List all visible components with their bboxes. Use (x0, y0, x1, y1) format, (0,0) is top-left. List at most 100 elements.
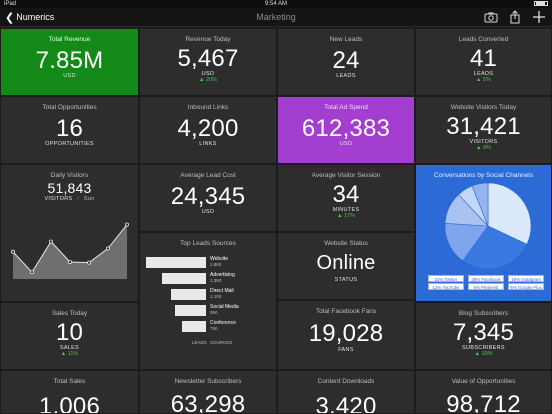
tile-title: New Leads (329, 36, 363, 43)
social-channels-pie-chart (444, 182, 532, 270)
funnel-label: Social Media 950 (210, 304, 239, 316)
navigation-bar: ❮ Numerics Marketing (0, 8, 552, 27)
tile-value: 31,421 (446, 113, 521, 140)
tile-title: Newsletter Subscribers (174, 378, 242, 385)
tile-change: ▲ 9% (476, 145, 491, 151)
clock: 9:54 AM (264, 1, 287, 7)
tile-unit: MINUTES (332, 207, 360, 213)
tile-title: Total Sales (53, 378, 86, 385)
tile-newsletter-subscribers[interactable]: Newsletter Subscribers 63,298 (139, 370, 277, 414)
tile-revenue-today[interactable]: Revenue Today 5,467 USD ▲ 20% (139, 28, 277, 96)
area-point (29, 270, 34, 275)
tile-title: Total Opportunities (42, 104, 97, 111)
tile-total-opportunities[interactable]: Total Opportunities 16 OPPORTUNITIES (0, 96, 139, 164)
status-bar: iPad 9:54 AM (0, 0, 552, 8)
dashboard-grid: Total Revenue 7.85M USD Revenue Today 5,… (0, 28, 552, 414)
funnel-bar (175, 305, 206, 316)
pie-legend-item: 6% Google Plus (508, 283, 544, 290)
tile-total-facebook-fans[interactable]: Total Facebook Fans 19,028 FANS (277, 300, 415, 370)
tile-value: 4,200 (177, 115, 239, 142)
tile-title: Average Visitor Session (311, 172, 381, 179)
tile-title: Content Downloads (317, 378, 375, 385)
funnel-source-value: 1,860 (210, 262, 222, 267)
pie-legend-item: 12% YouTube (428, 283, 464, 290)
tile-total-sales[interactable]: Total Sales 1,006 (0, 370, 139, 414)
chevron-left-icon: ❮ (5, 12, 15, 24)
tile-value: 1,006 (38, 393, 101, 414)
tile-value: 24 (332, 47, 360, 74)
tile-social-channels[interactable]: Conversations by Social Channels 32% Twi… (415, 164, 552, 302)
funnel-label: Conference 750 (210, 320, 236, 332)
area-point (106, 246, 111, 251)
tile-change: ▲ 11% (60, 351, 79, 357)
tile-unit: OPPORTUNITIES (45, 141, 94, 147)
funnel-bar (170, 289, 206, 300)
tile-value: 19,028 (308, 320, 384, 347)
pie-slice (462, 225, 528, 270)
tile-title: Average Lead Cost (180, 172, 236, 179)
tile-day: Sun (83, 196, 95, 202)
tile-value: Online (316, 252, 376, 274)
funnel-source-name: Direct Mail (210, 288, 234, 294)
tile-content-downloads[interactable]: Content Downloads 3,420 (277, 370, 415, 414)
funnel-source-value: 750 (210, 326, 218, 331)
tile-value: 612,383 (301, 115, 391, 142)
share-icon[interactable] (508, 10, 522, 24)
tile-blog-subscribers[interactable]: Blog Subscribers 7,345 SUBSCRIBERS ▲ 10% (415, 302, 552, 370)
tile-website-visitors-today[interactable]: Website Visitors Today 31,421 VISITORS ▲… (415, 96, 552, 164)
back-button[interactable]: ❮ Numerics (5, 11, 54, 24)
tile-value: 7,345 (452, 319, 515, 346)
tile-leads-converted[interactable]: Leads Converted 41 LEADS ▲ 5% (415, 28, 552, 96)
tile-unit: VISITORS (44, 196, 73, 202)
tile-title: Blog Subscribers (458, 310, 509, 317)
funnel-label: Direct Mail 1,100 (210, 288, 234, 300)
tile-title: Website Visitors Today (450, 104, 517, 111)
area-point (125, 222, 130, 227)
tile-change: ▲ 5% (476, 77, 491, 83)
page-title: Marketing (256, 12, 296, 22)
tile-website-status[interactable]: Website Status Online STATUS (277, 232, 415, 300)
tile-title: Conversations by Social Channels (434, 172, 533, 179)
tile-total-ad-spend[interactable]: Total Ad Spend 612,383 USD (277, 96, 415, 164)
tile-average-lead-cost[interactable]: Average Lead Cost 24,345 USD (139, 164, 277, 232)
area-point (49, 239, 54, 244)
tile-total-revenue[interactable]: Total Revenue 7.85M USD (0, 28, 139, 96)
tile-title: Inbound Links (187, 104, 229, 111)
pie-slice (471, 182, 489, 227)
tile-title: Total Ad Spend (324, 104, 368, 111)
tile-value: 7.85M (35, 47, 104, 74)
tile-title: Total Revenue (48, 36, 91, 43)
tile-value: 10 (55, 319, 84, 346)
battery-icon (532, 0, 548, 8)
tile-daily-visitors[interactable]: Daily Visitors 51,843 VISITORS | Sun (0, 164, 139, 302)
pie-legend-item: 16% Instagram (508, 275, 544, 282)
tile-new-leads[interactable]: New Leads 24 LEADS (277, 28, 415, 96)
funnel-source-name: Advertising (210, 272, 235, 278)
tile-top-leads-sources[interactable]: Top Leads Sources Website 1,860 Advertisin… (139, 232, 277, 370)
tile-value: 5,467 (177, 45, 239, 72)
tile-title: Leads Converted (458, 36, 509, 43)
funnel-source-name: Website (210, 256, 228, 262)
tile-change: ▲ 20% (199, 77, 217, 83)
back-label: Numerics (16, 12, 55, 22)
pie-slice (487, 182, 532, 245)
tile-unit: USD (63, 73, 76, 79)
camera-icon[interactable] (484, 10, 498, 24)
tile-average-visitor-session[interactable]: Average Visitor Session 34 MINUTES ▲ 17% (277, 164, 415, 232)
tile-unit: VISITORS (469, 139, 498, 145)
tile-value-of-opportunities[interactable]: Value of Opportunities 98,712 (415, 370, 552, 414)
funnel-label: Advertising 1,350 (210, 272, 235, 284)
area-point (10, 249, 15, 254)
pie-legend-item: 28% Facebook (468, 275, 504, 282)
area-fill (13, 224, 127, 279)
funnel-source-name: Social Media (210, 304, 239, 310)
tile-sales-today[interactable]: Sales Today 10 SALES ▲ 11% (0, 302, 139, 370)
tile-title: Total Facebook Fans (315, 308, 377, 315)
tile-unit: STATUS (334, 277, 358, 283)
tile-inbound-links[interactable]: Inbound Links 4,200 LINKS (139, 96, 277, 164)
tile-unit: LEADS (336, 73, 356, 79)
plus-icon[interactable] (532, 10, 546, 24)
funnel-bar (162, 273, 206, 284)
tile-unit: SALES (59, 345, 80, 351)
tile-title: Top Leads Sources (180, 240, 236, 247)
